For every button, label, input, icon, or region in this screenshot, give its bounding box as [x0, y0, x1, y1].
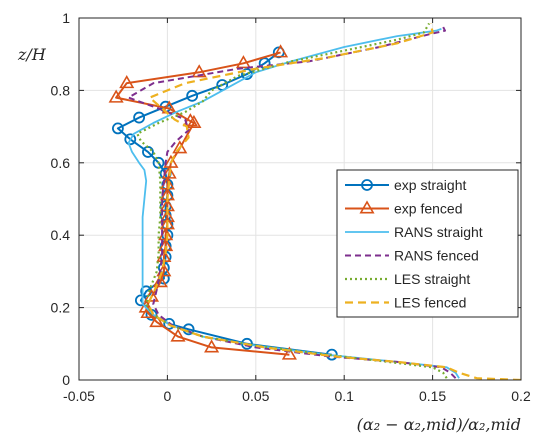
data-point-circle [124, 133, 137, 146]
x-tick-label: -0.05 [63, 388, 95, 404]
legend-label: exp straight [394, 177, 466, 193]
series-RANS-fenced [127, 26, 457, 379]
plot-frame [78, 17, 522, 381]
y-tick-label: 0.8 [51, 82, 71, 98]
ticks: -0.05 0 0.05 0.1 0.15 0.200.20.40.60.81 [51, 10, 531, 404]
data-point-triangle [138, 299, 154, 313]
data-point-triangle [159, 216, 175, 230]
legend-label: RANS straight [394, 224, 483, 240]
data-point-triangle [272, 44, 289, 58]
series-line [136, 22, 448, 379]
legend-box [336, 169, 519, 318]
data-point-circle [133, 111, 146, 124]
y-tick-label: 1 [62, 10, 70, 26]
x-axis-label: (α₂ − α₂,mid)/α₂,mid [357, 415, 521, 434]
data-point-circle [111, 122, 124, 135]
data-point-triangle [182, 113, 198, 127]
x-tick-label: 0.05 [242, 388, 269, 404]
series-line [127, 26, 457, 379]
x-tick-label: 0 [164, 388, 172, 404]
data-point-triangle [204, 339, 220, 353]
legend-label: exp fenced [394, 201, 463, 217]
y-tick-label: 0.6 [51, 155, 71, 171]
series-line [146, 23, 521, 380]
series-layer [108, 22, 521, 380]
x-tick-label: 0.2 [511, 388, 531, 404]
x-tick-label: 0.15 [419, 388, 446, 404]
data-point-circle [163, 317, 176, 330]
data-point-circle [186, 89, 199, 102]
data-point-triangle [152, 274, 168, 288]
data-point-triangle [186, 114, 202, 129]
data-point-triangle [149, 313, 165, 328]
data-point-triangle [108, 89, 124, 103]
series-LES-straight [136, 22, 448, 379]
data-point-triangle [170, 328, 186, 342]
x-tick-label: 0.1 [334, 388, 354, 404]
legend-label: LES straight [394, 271, 470, 287]
data-point-triangle [119, 75, 135, 89]
legend: exp straight exp fenced RANS straight RANS … [336, 169, 519, 318]
data-point-circle [361, 179, 373, 191]
legend-label: LES fenced [394, 295, 466, 311]
data-point-triangle [163, 154, 179, 168]
data-point-triangle [161, 165, 177, 179]
data-point-triangle [235, 55, 251, 69]
y-axis-label: z/H [17, 45, 47, 64]
data-point-triangle [359, 200, 375, 214]
legend-label: RANS fenced [394, 248, 479, 264]
data-point-triangle [191, 64, 207, 78]
data-point-triangle [281, 346, 297, 360]
y-tick-label: 0.2 [51, 300, 71, 316]
y-tick-label: 0.4 [51, 227, 71, 243]
series-LES-fenced [146, 23, 521, 380]
y-tick-label: 0 [62, 372, 70, 388]
data-point-triangle [172, 140, 188, 154]
